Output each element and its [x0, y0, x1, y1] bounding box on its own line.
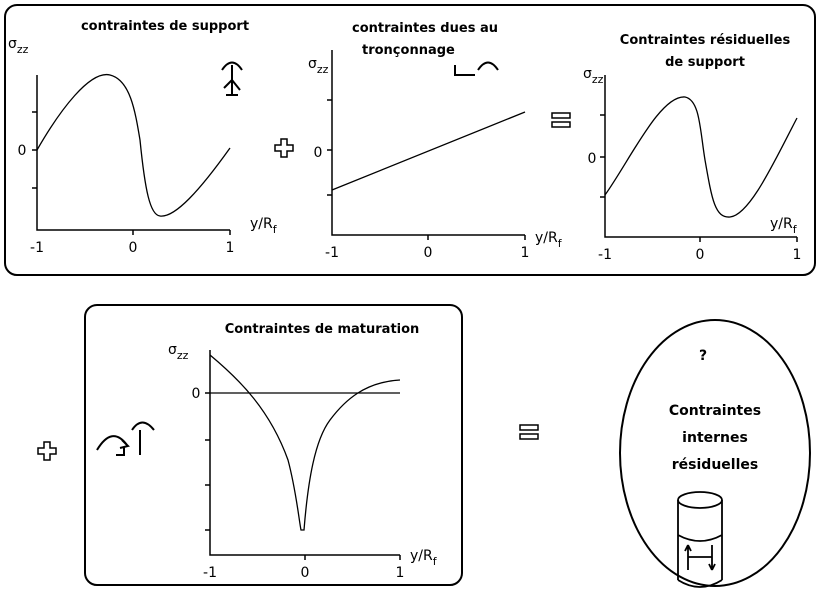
- y-axis-label-main: σ: [583, 66, 592, 82]
- x-axis-label-sub: f: [558, 237, 563, 250]
- panel-title: contraintes dues au: [352, 21, 498, 36]
- result-text: résiduelles: [672, 457, 758, 473]
- x-tick-label: 0: [424, 245, 433, 261]
- panel-1-plot: [32, 63, 242, 236]
- x-tick-label: 0: [696, 247, 705, 263]
- figure: contraintes de supportσzzy/Rf-1010contra…: [0, 0, 820, 592]
- x-tick-label: 1: [396, 565, 405, 581]
- x-axis-label-sub: f: [793, 223, 798, 236]
- x-tick-label: 1: [226, 240, 235, 256]
- y-tick-label: 0: [192, 386, 201, 402]
- x-axis-label-main: y/R: [250, 216, 273, 232]
- x-axis-label-main: y/R: [535, 230, 558, 246]
- result-text: Contraintes: [669, 403, 761, 419]
- x-tick-label: -1: [325, 245, 339, 261]
- x-axis-label-main: y/R: [770, 216, 793, 232]
- x-tick-label: 1: [521, 245, 530, 261]
- y-axis-label-sub: zz: [317, 63, 329, 76]
- y-axis-label: σzz: [8, 36, 29, 56]
- plus-sign: [38, 442, 56, 460]
- x-axis-label: y/Rf: [250, 216, 278, 236]
- x-tick-label: -1: [598, 247, 612, 263]
- x-axis-label-main: y/R: [410, 548, 433, 564]
- panel-4-plot: [205, 350, 400, 560]
- x-axis-label-sub: f: [273, 223, 278, 236]
- x-tick-label: 0: [129, 240, 138, 256]
- x-axis-label: y/Rf: [410, 548, 438, 568]
- y-axis-label-main: σ: [308, 56, 317, 72]
- y-tick-label: 0: [588, 151, 597, 167]
- y-tick-label: 0: [18, 143, 27, 159]
- result-ellipse: [620, 320, 810, 586]
- x-axis-label: y/Rf: [770, 216, 798, 236]
- panel-2-plot: [327, 50, 525, 240]
- panel-3-plot: [600, 75, 797, 242]
- x-tick-label: -1: [30, 240, 44, 256]
- equals-sign: [520, 425, 538, 439]
- panel-title: Contraintes résiduelles: [620, 33, 791, 48]
- panel-title: Contraintes de maturation: [225, 322, 420, 337]
- panel-title: contraintes de support: [81, 19, 249, 34]
- y-tick-label: 0: [314, 145, 323, 161]
- x-tick-label: 0: [301, 565, 310, 581]
- bottom-frame: [85, 305, 462, 585]
- y-axis-label-sub: zz: [177, 349, 189, 362]
- y-axis-label: σzz: [168, 342, 189, 362]
- y-axis-label: σzz: [583, 66, 604, 86]
- y-axis-label-sub: zz: [592, 73, 604, 86]
- x-tick-label: -1: [203, 565, 217, 581]
- x-axis-label-sub: f: [433, 555, 438, 568]
- equals-sign: [552, 113, 570, 127]
- maturation-icon: [97, 423, 154, 456]
- y-axis-label: σzz: [308, 56, 329, 76]
- x-axis-label: y/Rf: [535, 230, 563, 250]
- result-text: internes: [682, 430, 748, 446]
- panel-title: de support: [665, 55, 745, 70]
- y-axis-label-sub: zz: [17, 43, 29, 56]
- question-mark: ?: [699, 348, 707, 364]
- y-axis-label-main: σ: [168, 342, 177, 358]
- plus-sign: [275, 139, 293, 157]
- cylinder-icon: [678, 492, 722, 587]
- x-tick-label: 1: [793, 247, 802, 263]
- y-axis-label-main: σ: [8, 36, 17, 52]
- panel-title: tronçonnage: [362, 43, 455, 58]
